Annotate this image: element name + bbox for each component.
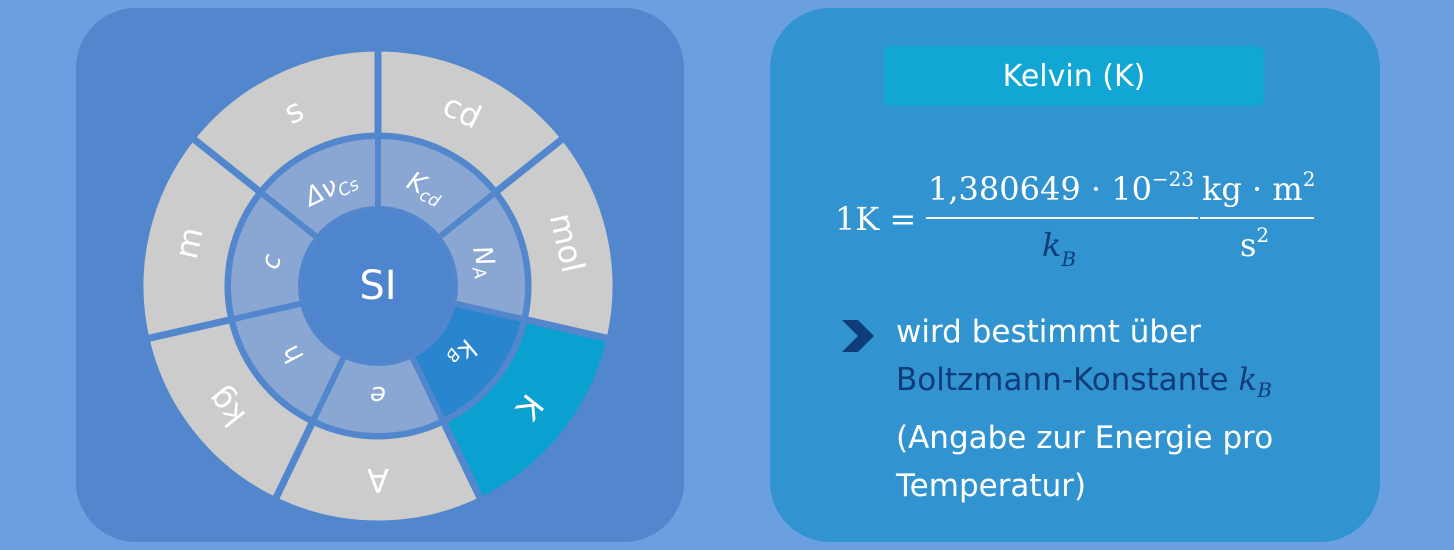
formula-denominator: kB [1042,226,1076,271]
formula-exponent: −23 [1152,167,1194,191]
center-circle [298,206,458,366]
description-line-1: wird bestimmt über [896,314,1201,350]
description-line-3: (Angabe zur Energie pro [896,420,1274,457]
outer-label-a: A [367,461,389,499]
kelvin-info-panel: Kelvin (K) 1K = 1,380649 · 10−23 kB kg ·… [770,8,1380,542]
unit-title: Kelvin (K) [884,46,1264,106]
description-line-2: Boltzmann-Konstante kB [896,362,1272,403]
chevron-right-icon [842,320,874,352]
center-label: SI [359,263,396,309]
description-text: wird bestimmt über Boltzmann-Konstante k… [896,308,1376,510]
constant-label: c [256,251,288,272]
unit-denominator: s2 [1240,223,1269,264]
kelvin-formula: 1K = 1,380649 · 10−23 kB kg · m2 s2 [835,167,1315,271]
constant-label: e [370,380,386,410]
description-line-4: Temperatur) [896,468,1087,505]
formula-numerator: 1,380649 · 10−23 [928,167,1194,208]
unit-numerator: kg · m2 [1202,167,1315,208]
formula-lhs: 1K = [835,200,916,238]
